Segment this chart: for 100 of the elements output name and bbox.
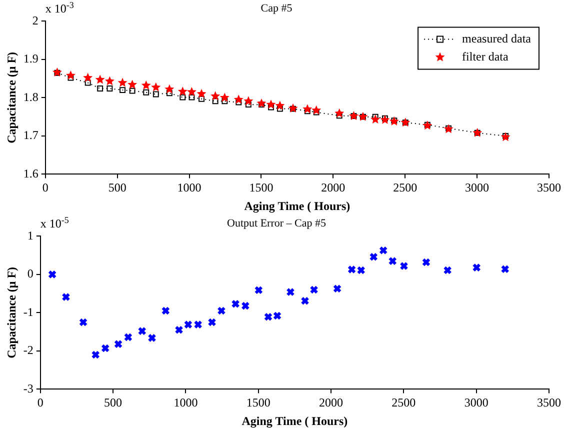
y-tick-label: -3 bbox=[23, 381, 34, 396]
point bbox=[178, 86, 188, 96]
x-tick-label: 0 bbox=[42, 180, 48, 195]
x-axis-title: Aging Time ( Hours) bbox=[242, 414, 348, 428]
x-tick-label: 3000 bbox=[464, 396, 488, 410]
point bbox=[124, 332, 132, 342]
point bbox=[104, 76, 114, 86]
x-tick-label: 2500 bbox=[392, 396, 416, 410]
point bbox=[101, 344, 110, 353]
point bbox=[83, 72, 93, 82]
x-tick-label: 2500 bbox=[393, 180, 418, 195]
point bbox=[151, 82, 161, 92]
point bbox=[244, 96, 254, 106]
point bbox=[334, 108, 344, 118]
point bbox=[106, 86, 113, 92]
x-tick-label: 1000 bbox=[177, 180, 202, 195]
point bbox=[95, 74, 105, 84]
legend-label: measured data bbox=[462, 31, 532, 46]
point bbox=[128, 80, 138, 89]
x-tick-label: 3500 bbox=[537, 180, 561, 195]
point bbox=[500, 132, 510, 142]
y-tick-label: 1.6 bbox=[23, 166, 38, 180]
y-tick-label: 1.8 bbox=[23, 90, 38, 104]
point bbox=[217, 306, 226, 316]
y-tick-label: 2 bbox=[32, 13, 38, 28]
point bbox=[272, 311, 282, 320]
point bbox=[236, 99, 242, 106]
point bbox=[66, 70, 76, 80]
point bbox=[161, 306, 170, 316]
point bbox=[370, 114, 380, 124]
point bbox=[129, 88, 136, 94]
x-tick-label: 2000 bbox=[319, 396, 344, 410]
point bbox=[54, 70, 60, 76]
point bbox=[184, 320, 193, 329]
point bbox=[148, 334, 156, 342]
point bbox=[91, 350, 100, 360]
point bbox=[198, 96, 204, 102]
x-axis-title: Aging Time ( Hours) bbox=[244, 198, 350, 213]
point bbox=[276, 106, 283, 112]
point bbox=[369, 252, 378, 262]
point bbox=[62, 292, 70, 302]
x-tick-label: 2000 bbox=[321, 180, 346, 195]
y-axis-title: Capacitance (μ F) bbox=[4, 52, 18, 144]
point bbox=[336, 112, 342, 119]
point bbox=[188, 94, 195, 100]
chart-title: Output Error – Cap #5 bbox=[227, 217, 326, 230]
point bbox=[347, 265, 356, 274]
x-tick-label: 3500 bbox=[537, 396, 561, 410]
y-tick-label: 1 bbox=[27, 228, 34, 242]
point bbox=[332, 284, 342, 293]
point bbox=[312, 105, 322, 114]
chart-title: Cap #5 bbox=[260, 2, 293, 14]
x-tick-label: 3000 bbox=[465, 180, 490, 195]
point bbox=[52, 67, 62, 76]
point bbox=[241, 301, 250, 310]
point bbox=[380, 114, 390, 124]
point bbox=[222, 98, 228, 104]
point bbox=[356, 266, 366, 275]
point bbox=[422, 258, 431, 267]
point bbox=[174, 326, 184, 334]
y-tick-label: 1.7 bbox=[23, 128, 38, 142]
point bbox=[234, 94, 244, 104]
y-tick-label: -1 bbox=[23, 304, 34, 319]
point bbox=[68, 74, 74, 81]
point bbox=[48, 270, 57, 279]
point bbox=[372, 114, 378, 120]
point bbox=[220, 92, 230, 102]
point bbox=[141, 80, 151, 90]
x-tick-label: 1500 bbox=[249, 180, 274, 195]
point bbox=[194, 320, 202, 329]
point bbox=[120, 87, 126, 94]
legend-label: filter data bbox=[462, 49, 510, 64]
point bbox=[84, 80, 91, 86]
y-tick-label: -2 bbox=[23, 343, 34, 358]
point bbox=[275, 100, 285, 110]
point bbox=[254, 286, 263, 294]
point bbox=[118, 78, 128, 87]
point bbox=[97, 86, 104, 92]
point bbox=[310, 285, 318, 294]
point bbox=[245, 102, 252, 108]
point bbox=[286, 288, 295, 296]
point bbox=[302, 104, 312, 114]
point bbox=[288, 103, 298, 112]
point bbox=[443, 266, 452, 275]
point bbox=[231, 300, 240, 308]
point bbox=[400, 262, 408, 270]
point bbox=[164, 84, 174, 94]
y-tick-label: 1.9 bbox=[23, 52, 38, 66]
point bbox=[78, 318, 88, 327]
point bbox=[472, 263, 481, 272]
point bbox=[152, 91, 159, 98]
point bbox=[210, 91, 220, 100]
point bbox=[388, 256, 397, 266]
point bbox=[180, 94, 186, 100]
x-tick-label: 1500 bbox=[246, 396, 270, 410]
point bbox=[300, 296, 310, 306]
point bbox=[256, 98, 266, 108]
point bbox=[264, 312, 273, 322]
point bbox=[500, 264, 510, 274]
y-tick-label: 0 bbox=[27, 266, 34, 281]
